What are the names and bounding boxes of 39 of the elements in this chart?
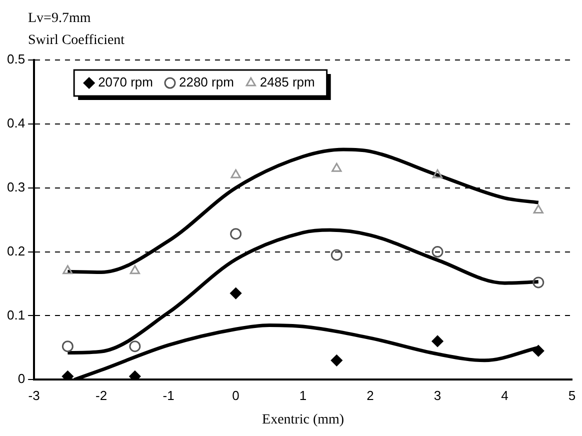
x-tick-label: 3: [434, 388, 442, 403]
x-tick-label: 0: [232, 388, 240, 403]
x-tick-label: 2: [366, 388, 374, 403]
point: [129, 370, 141, 380]
point: [62, 370, 74, 380]
point: [432, 169, 443, 178]
point: [230, 228, 242, 240]
legend-label: 2070 rpm: [98, 74, 153, 90]
point: [230, 288, 242, 300]
point: [62, 265, 73, 274]
x-tick-label: -2: [96, 388, 108, 403]
point: [533, 204, 544, 214]
x-tick-label: 1: [299, 388, 307, 403]
legend-label: 2485 rpm: [260, 74, 315, 90]
point: [432, 246, 444, 258]
point: [330, 249, 342, 261]
point: [532, 276, 544, 288]
point: [62, 340, 74, 352]
y-tick-label: 0.3: [6, 179, 26, 194]
y-tick-label: 0.5: [6, 52, 26, 67]
point: [330, 354, 342, 366]
x-tick-label: 5: [568, 388, 576, 403]
point: [129, 340, 141, 352]
x-axis-title: Exentric (mm): [262, 412, 344, 428]
y-tick-label: 0.1: [6, 307, 26, 322]
x-tick-label: 4: [501, 388, 508, 403]
point: [130, 265, 140, 274]
y-tick-label: 0.4: [6, 116, 26, 130]
point: [230, 169, 241, 178]
chart-title: Lv=9.7mm: [28, 11, 91, 26]
point: [432, 336, 444, 347]
point: [532, 345, 544, 357]
y-tick-label: 0.2: [6, 243, 26, 258]
y-axis-title: Swirl Coefficient: [28, 33, 125, 48]
point: [332, 162, 342, 172]
legend-label: 2280 rpm: [178, 74, 234, 90]
y-tick-label: 0: [18, 371, 26, 386]
x-tick-label: -3: [28, 388, 40, 403]
x-tick-label: -1: [162, 388, 174, 403]
